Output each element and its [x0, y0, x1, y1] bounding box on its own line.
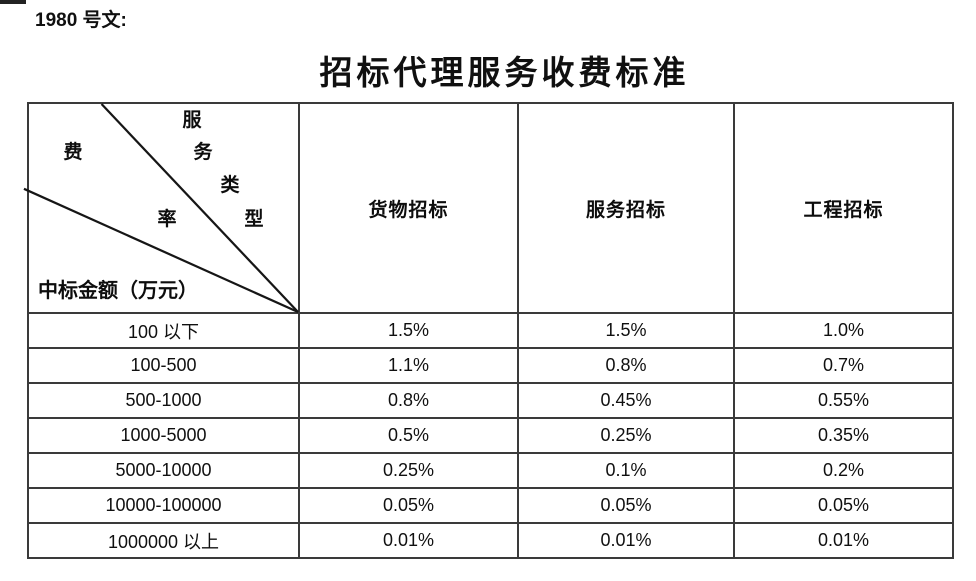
rate-cell-works: 0.7%: [733, 347, 954, 384]
amount-range-cell: 100 以下: [27, 312, 300, 349]
document-number: 1980 号文:: [35, 10, 127, 31]
axis-fee-rate-char-2: 率: [157, 209, 177, 230]
rate-cell-service: 0.05%: [517, 487, 735, 524]
amount-range-cell: 1000000 以上: [27, 522, 300, 559]
amount-range-cell: 5000-10000: [27, 452, 300, 489]
column-header-goods-bidding: 货物招标: [298, 102, 519, 314]
rate-cell-works: 0.2%: [733, 452, 954, 489]
table-row: 500-1000 0.8% 0.45% 0.55%: [27, 382, 954, 419]
amount-range-cell: 1000-5000: [27, 417, 300, 454]
rate-cell-works: 0.01%: [733, 522, 954, 559]
rate-cell-goods: 0.05%: [298, 487, 519, 524]
table-row: 100 以下 1.5% 1.5% 1.0%: [27, 312, 954, 349]
rate-cell-service: 0.1%: [517, 452, 735, 489]
table-row: 100-500 1.1% 0.8% 0.7%: [27, 347, 954, 384]
rate-cell-works: 1.0%: [733, 312, 954, 349]
table-row: 10000-100000 0.05% 0.05% 0.05%: [27, 487, 954, 524]
table-row: 1000-5000 0.5% 0.25% 0.35%: [27, 417, 954, 454]
rate-cell-service: 0.8%: [517, 347, 735, 384]
rate-cell-works: 0.55%: [733, 382, 954, 419]
table-header-row: 服 务 类 型 费 率 中标金额（万元） 货物招标 服务招标 工程招标: [23, 102, 954, 314]
column-header-service-bidding: 服务招标: [517, 102, 735, 314]
corner-header-cell: 服 务 类 型 费 率 中标金额（万元）: [23, 102, 300, 314]
rate-cell-works: 0.05%: [733, 487, 954, 524]
rate-cell-goods: 1.1%: [298, 347, 519, 384]
rate-cell-service: 0.01%: [517, 522, 735, 559]
amount-range-cell: 10000-100000: [27, 487, 300, 524]
axis-service-type-char-2: 务: [193, 142, 213, 163]
corner-diagonal-lines-icon: [23, 103, 299, 314]
rate-cell-service: 0.45%: [517, 382, 735, 419]
rate-cell-service: 1.5%: [517, 312, 735, 349]
amount-range-cell: 100-500: [27, 347, 300, 384]
table-row: 1000000 以上 0.01% 0.01% 0.01%: [27, 522, 954, 559]
axis-service-type-char-4: 型: [244, 209, 264, 230]
axis-service-type-char-1: 服: [182, 110, 202, 131]
page-title: 招标代理服务收费标准: [319, 56, 690, 92]
page-corner-mark: [0, 0, 26, 4]
fee-rate-table: 服 务 类 型 费 率 中标金额（万元） 货物招标 服务招标 工程招标 100 …: [23, 102, 954, 559]
column-header-works-bidding: 工程招标: [733, 102, 954, 314]
rate-cell-works: 0.35%: [733, 417, 954, 454]
axis-service-type-char-3: 类: [220, 175, 240, 196]
table-row: 5000-10000 0.25% 0.1% 0.2%: [27, 452, 954, 489]
rate-cell-goods: 1.5%: [298, 312, 519, 349]
axis-bid-amount-label: 中标金额（万元）: [38, 280, 198, 302]
rate-cell-goods: 0.01%: [298, 522, 519, 559]
rate-cell-goods: 0.25%: [298, 452, 519, 489]
amount-range-cell: 500-1000: [27, 382, 300, 419]
axis-fee-rate-char-1: 费: [63, 142, 83, 163]
rate-cell-goods: 0.5%: [298, 417, 519, 454]
rate-cell-service: 0.25%: [517, 417, 735, 454]
rate-cell-goods: 0.8%: [298, 382, 519, 419]
